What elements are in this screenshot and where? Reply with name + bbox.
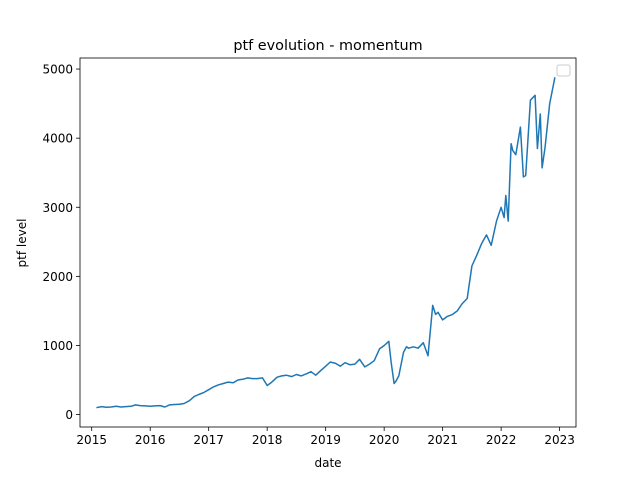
- x-tick-label: 2023: [544, 433, 575, 447]
- x-tick-label: 2021: [427, 433, 458, 447]
- x-tick-label: 2022: [486, 433, 517, 447]
- legend-box: [556, 64, 571, 77]
- x-axis-label: date: [314, 456, 341, 470]
- x-tick-label: 2016: [135, 433, 166, 447]
- y-tick-label: 2000: [42, 270, 73, 284]
- chart-title: ptf evolution - momentum: [233, 38, 422, 54]
- x-axis: 2015 2016 2017 2018 2019 2020 2021 2022 2023: [76, 427, 575, 447]
- y-tick-label: 4000: [42, 132, 73, 146]
- x-tick-label: 2018: [252, 433, 283, 447]
- y-axis-label: ptf level: [15, 219, 29, 268]
- plot-frame: [79, 57, 577, 428]
- y-tick-label: 3000: [42, 201, 73, 215]
- series-line: [96, 77, 556, 409]
- x-tick-label: 2019: [310, 433, 341, 447]
- x-tick-label: 2020: [369, 433, 400, 447]
- y-tick-label: 1000: [42, 339, 73, 353]
- x-tick-label: 2017: [193, 433, 224, 447]
- y-tick-label: 0: [65, 408, 73, 422]
- y-axis: 0 1000 2000 3000 4000 5000: [42, 63, 80, 422]
- x-tick-label: 2015: [76, 433, 107, 447]
- series-layer: [96, 77, 556, 409]
- y-tick-label: 5000: [42, 63, 73, 77]
